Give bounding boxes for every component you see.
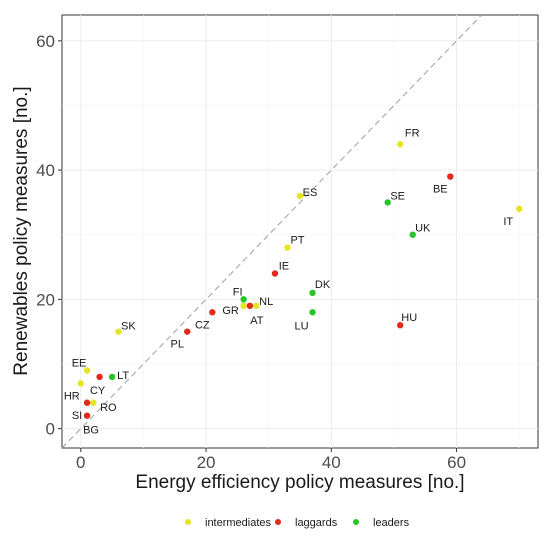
x-tick-label: 20 xyxy=(197,453,216,472)
data-point-gr xyxy=(240,302,247,310)
legend-key-laggards xyxy=(275,519,281,525)
x-axis-title: Energy efficiency policy measures [no.] xyxy=(135,472,464,493)
data-point-pl xyxy=(184,328,191,335)
data-point-hr xyxy=(77,380,84,387)
point-label-ie: IE xyxy=(279,261,289,273)
legend-key-leaders xyxy=(353,519,359,525)
plot-panel xyxy=(61,14,539,449)
legend-label-leaders: leaders xyxy=(373,517,410,529)
data-point-ie xyxy=(271,270,279,277)
data-point-uk xyxy=(409,231,416,238)
data-point-es xyxy=(296,192,304,200)
data-point-nl xyxy=(252,302,260,310)
reference-diagonal-line xyxy=(61,14,483,449)
point-label-hr: HR xyxy=(64,390,80,402)
point-label-it: IT xyxy=(503,216,513,228)
data-point-dk xyxy=(309,289,316,297)
point-label-si: SI xyxy=(72,410,82,422)
x-tick-label: 40 xyxy=(322,453,341,472)
point-labels: FR BE ES SE IT UK PT IE DK FI NL GR AT CZ LU HU SK PL EE LT… xyxy=(64,127,514,436)
data-point-lt xyxy=(108,373,116,381)
point-label-cz: CZ xyxy=(195,319,210,331)
point-label-at: AT xyxy=(250,315,264,327)
legend-label-intermediates: intermediates xyxy=(205,517,272,529)
point-label-cy: CY xyxy=(90,385,106,397)
point-label-sk: SK xyxy=(121,321,136,333)
point-label-nl: NL xyxy=(259,296,273,308)
data-point-be xyxy=(447,173,454,180)
point-label-hu: HU xyxy=(401,312,417,324)
point-label-ro: RO xyxy=(100,402,117,414)
data-point-pt xyxy=(284,244,291,251)
y-axis-title: Renewables policy measures [no.] xyxy=(11,86,32,375)
point-label-pl: PL xyxy=(171,339,184,351)
point-label-lu: LU xyxy=(294,320,308,332)
point-label-fr: FR xyxy=(405,127,420,139)
data-point-lu xyxy=(309,309,316,316)
point-label-uk: UK xyxy=(415,223,431,235)
data-point-sk xyxy=(115,328,122,335)
x-tick-label: 0 xyxy=(76,453,85,472)
y-tick-label: 0 xyxy=(46,420,55,439)
point-label-pt: PT xyxy=(290,235,304,247)
legend-key-intermediates xyxy=(185,519,191,525)
data-point-hu xyxy=(397,322,404,329)
y-tick-label: 40 xyxy=(36,161,55,180)
data-point-se xyxy=(384,199,391,206)
data-point-fi xyxy=(240,296,247,303)
data-point-cy xyxy=(96,373,103,381)
data-point-at xyxy=(246,302,254,310)
data-point-bg xyxy=(83,412,91,419)
point-label-se: SE xyxy=(390,190,405,202)
legend-label-laggards: laggards xyxy=(295,517,338,529)
data-point-ro xyxy=(90,399,97,406)
point-label-bg: BG xyxy=(83,425,99,437)
grid-minor xyxy=(62,15,538,448)
data-point-it xyxy=(516,205,523,213)
y-tick-label: 60 xyxy=(36,32,55,51)
data-point-ee xyxy=(83,367,91,374)
point-label-es: ES xyxy=(303,187,318,199)
data-point-si xyxy=(83,399,91,406)
point-label-ee: EE xyxy=(72,357,87,369)
data-point-fr xyxy=(397,141,404,148)
point-label-be: BE xyxy=(433,184,448,196)
point-label-gr: GR xyxy=(222,305,239,317)
y-tick-label: 20 xyxy=(36,290,55,309)
data-points xyxy=(77,141,523,419)
data-point-cz xyxy=(209,309,216,316)
point-label-dk: DK xyxy=(315,279,331,291)
point-label-lt: LT xyxy=(117,370,129,382)
axis-ticks: 0 20 40 60 0 20 40 60 xyxy=(36,32,466,472)
x-tick-label: 60 xyxy=(447,453,466,472)
legend: intermediates laggards leaders xyxy=(185,517,410,529)
point-label-fi: FI xyxy=(233,286,243,298)
grid-major xyxy=(62,15,538,448)
